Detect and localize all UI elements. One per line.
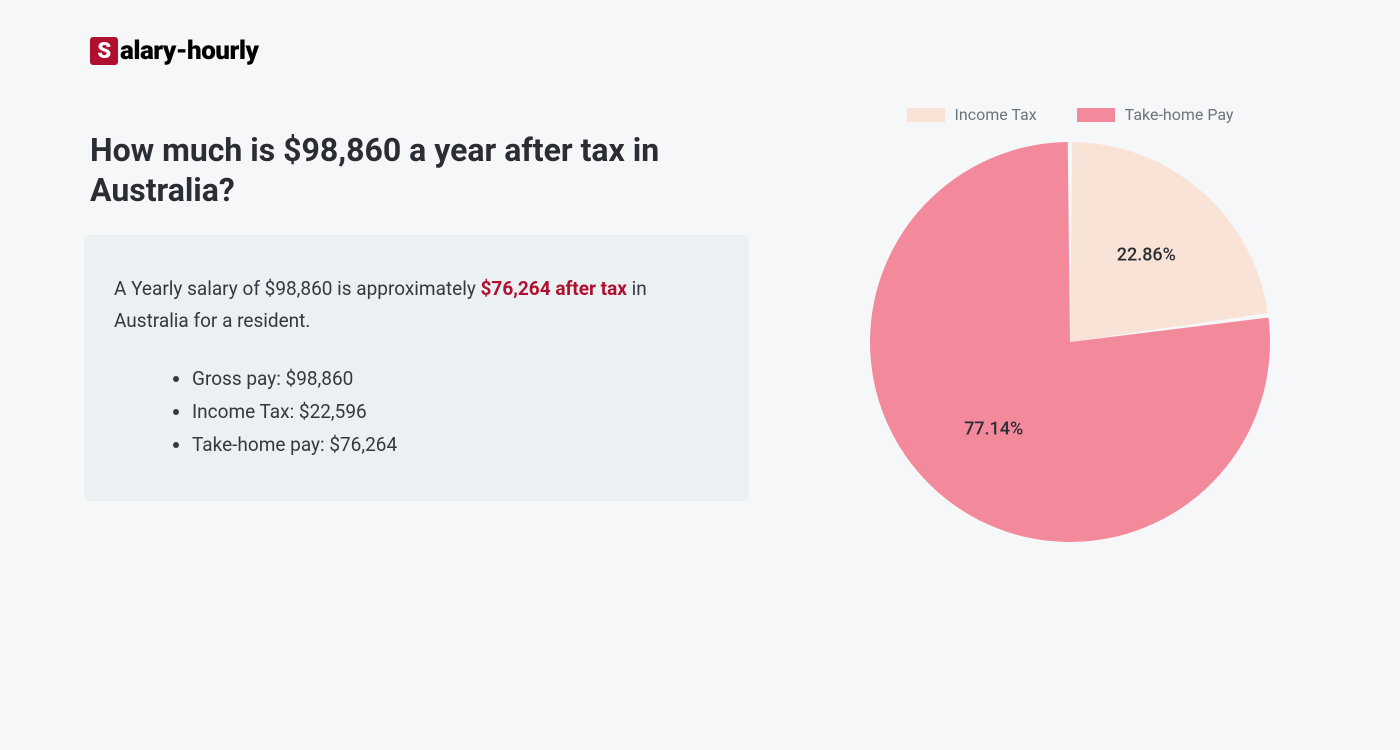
logo-s-box: S	[90, 37, 118, 65]
pie-slice	[1070, 142, 1268, 342]
summary-pre: A Yearly salary of $98,860 is approximat…	[114, 277, 481, 300]
summary-highlight: $76,264 after tax	[481, 277, 627, 300]
legend-label: Take-home Pay	[1125, 105, 1234, 124]
pie-slice-label: 22.86%	[1117, 244, 1176, 265]
pie-svg	[870, 142, 1270, 542]
summary-card: A Yearly salary of $98,860 is approximat…	[84, 235, 749, 501]
logo-text: alary-hourly	[120, 36, 258, 66]
list-item: Gross pay: $98,860	[192, 362, 719, 395]
legend-label: Income Tax	[955, 105, 1037, 124]
pie-chart-area: Income Tax Take-home Pay 22.86% 77.14%	[820, 105, 1320, 542]
legend-swatch	[907, 108, 945, 122]
pie-slice-label: 77.14%	[964, 419, 1023, 440]
site-logo: S alary-hourly	[90, 36, 258, 66]
legend-item-take-home: Take-home Pay	[1077, 105, 1234, 124]
breakdown-list: Gross pay: $98,860 Income Tax: $22,596 T…	[114, 362, 719, 462]
legend-swatch	[1077, 108, 1115, 122]
chart-legend: Income Tax Take-home Pay	[820, 105, 1320, 124]
pie-chart: 22.86% 77.14%	[870, 142, 1270, 542]
list-item: Income Tax: $22,596	[192, 395, 719, 428]
page-title: How much is $98,860 a year after tax in …	[90, 130, 710, 210]
legend-item-income-tax: Income Tax	[907, 105, 1037, 124]
list-item: Take-home pay: $76,264	[192, 428, 719, 461]
summary-text: A Yearly salary of $98,860 is approximat…	[114, 273, 719, 338]
